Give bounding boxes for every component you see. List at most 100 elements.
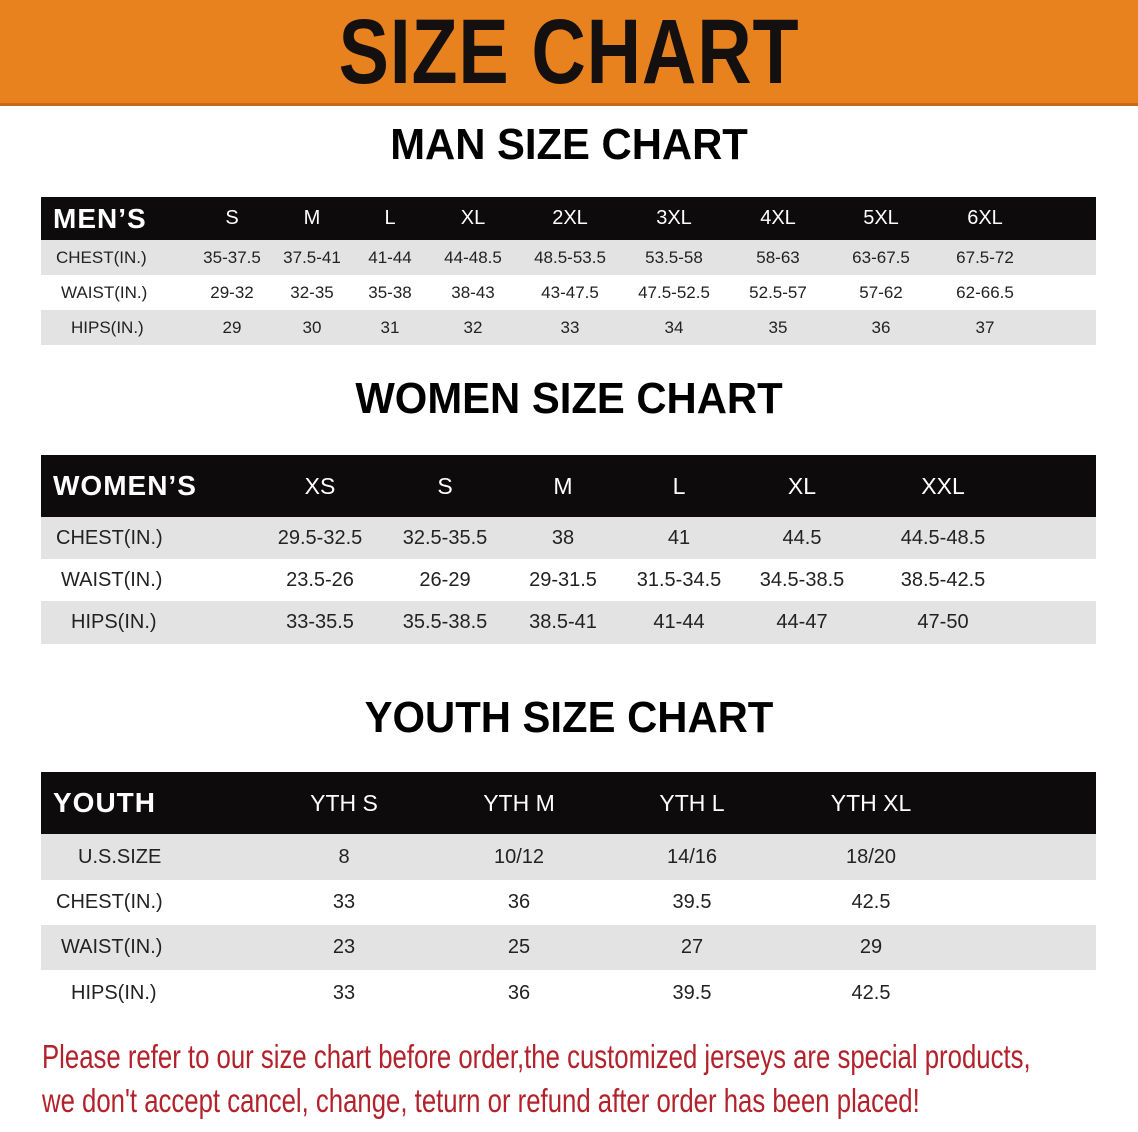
table-cell: 47-50 <box>917 611 969 633</box>
size-header-l: L <box>384 207 396 229</box>
table-cell: 42.5 <box>851 891 891 913</box>
table-row: CHEST(IN.) 29.5-32.5 32.5-35.5 38 41 44.5 44.5… <box>41 517 1096 559</box>
table-cell: 29-32 <box>210 283 254 302</box>
row-label: WAIST(IN.) <box>61 569 163 591</box>
table-cell: 38-43 <box>451 283 495 302</box>
women-header-row: WOMEN’S XS S M L XL XXL <box>41 455 1096 517</box>
table-cell: 41 <box>667 527 691 549</box>
table-cell: 48.5-53.5 <box>534 248 606 267</box>
table-row: CHEST(IN.) 35-37.5 37.5-41 41-44 44-48.5 48.5… <box>41 240 1096 275</box>
size-header-s: S <box>225 207 239 229</box>
table-row: CHEST(IN.) 33 36 39.5 42.5 <box>41 880 1096 925</box>
size-header-6xl: 6XL <box>967 207 1003 229</box>
table-cell: 35-38 <box>368 283 412 302</box>
table-cell: 67.5-72 <box>956 248 1014 267</box>
row-label: WAIST(IN.) <box>61 283 148 302</box>
size-header-5xl: 5XL <box>863 207 899 229</box>
size-header-3xl: 3XL <box>656 207 692 229</box>
row-label: CHEST(IN.) <box>56 248 147 267</box>
table-cell: 44.5-48.5 <box>900 527 986 549</box>
table-cell: 8 <box>338 846 350 868</box>
table-cell: 32 <box>463 318 483 337</box>
table-row: HIPS(IN.) 33 36 39.5 42.5 <box>41 970 1096 1016</box>
size-header-2xl: 2XL <box>552 207 588 229</box>
table-cell: 44.5 <box>782 527 822 549</box>
table-cell: 35.5-38.5 <box>402 611 488 633</box>
table-cell: 63-67.5 <box>852 248 910 267</box>
men-header-row: MEN’S S M L XL 2XL 3XL 4XL 5XL 6XL <box>41 197 1096 240</box>
table-cell: 34 <box>664 318 684 337</box>
table-cell: 29 <box>859 936 883 958</box>
table-row: HIPS(IN.) 29 30 31 32 33 34 35 36 37 <box>41 310 1096 345</box>
table-cell: 31.5-34.5 <box>636 569 722 591</box>
table-cell: 57-62 <box>859 283 903 302</box>
size-header-s: S <box>437 473 453 499</box>
size-header-yth-xl: YTH XL <box>830 790 912 816</box>
size-header-xxl: XXL <box>921 473 965 499</box>
table-cell: 14/16 <box>666 846 718 868</box>
table-cell: 38.5-42.5 <box>900 569 986 591</box>
table-cell: 62-66.5 <box>956 283 1014 302</box>
table-cell: 39.5 <box>672 982 712 1004</box>
table-row: WAIST(IN.) 29-32 32-35 35-38 38-43 43-47.5 47.… <box>41 275 1096 310</box>
row-label: CHEST(IN.) <box>56 527 163 549</box>
men-header-label: MEN’S <box>53 203 147 234</box>
table-cell: 44-47 <box>776 611 828 633</box>
men-size-table: MEN’S S M L XL 2XL 3XL 4XL 5XL 6XL CHEST(IN.) 35-37… <box>41 197 1096 345</box>
row-label: HIPS(IN.) <box>71 611 157 633</box>
table-cell: 58-63 <box>756 248 800 267</box>
table-cell: 36 <box>871 318 891 337</box>
table-cell: 31 <box>380 318 400 337</box>
men-section-title: MAN SIZE CHART <box>390 120 748 169</box>
table-cell: 38 <box>551 527 575 549</box>
table-cell: 33 <box>560 318 580 337</box>
table-cell: 37.5-41 <box>283 248 341 267</box>
row-label: HIPS(IN.) <box>71 982 157 1004</box>
notice-line-2: we don't accept cancel, change, teturn o… <box>42 1082 920 1119</box>
table-cell: 33 <box>332 891 356 913</box>
table-cell: 29.5-32.5 <box>277 527 363 549</box>
women-size-table: WOMEN’S XS S M L XL XXL CHEST(IN.) 29.5-32.5 32.5… <box>41 455 1096 644</box>
size-header-yth-s: YTH S <box>310 790 378 816</box>
youth-size-table: YOUTH YTH S YTH M YTH L YTH XL U.S.SIZE 8 10/12… <box>41 772 1096 1016</box>
table-row: HIPS(IN.) 33-35.5 35.5-38.5 38.5-41 41-44 44-… <box>41 601 1096 644</box>
size-header-m: M <box>303 207 321 229</box>
table-cell: 35 <box>768 318 788 337</box>
table-cell: 53.5-58 <box>645 248 703 267</box>
table-cell: 32.5-35.5 <box>402 527 488 549</box>
table-cell: 38.5-41 <box>529 611 597 633</box>
notice-line-1: Please refer to our size chart before or… <box>42 1038 1031 1075</box>
table-cell: 39.5 <box>672 891 712 913</box>
size-header-4xl: 4XL <box>760 207 796 229</box>
size-header-yth-l: YTH L <box>659 790 725 816</box>
youth-section-title: YOUTH SIZE CHART <box>364 693 774 742</box>
table-cell: 27 <box>680 936 704 958</box>
table-cell: 44-48.5 <box>444 248 502 267</box>
size-header-l: L <box>672 473 686 499</box>
size-header-xs: XS <box>304 473 336 499</box>
table-cell: 36 <box>507 982 531 1004</box>
size-chart-banner: SIZE CHART <box>0 0 1138 106</box>
women-header-label: WOMEN’S <box>53 470 197 501</box>
table-cell: 52.5-57 <box>749 283 807 302</box>
youth-header-row: YOUTH YTH S YTH M YTH L YTH XL <box>41 772 1096 834</box>
table-cell: 30 <box>302 318 322 337</box>
table-row: U.S.SIZE 8 10/12 14/16 18/20 <box>41 834 1096 880</box>
table-cell: 29 <box>222 318 242 337</box>
table-cell: 37 <box>975 318 995 337</box>
table-cell: 35-37.5 <box>203 248 261 267</box>
row-label: U.S.SIZE <box>78 846 162 868</box>
size-header-m: M <box>553 473 573 499</box>
table-cell: 25 <box>507 936 531 958</box>
table-row: WAIST(IN.) 23 25 27 29 <box>41 925 1096 970</box>
youth-header-label: YOUTH <box>53 787 156 818</box>
table-cell: 10/12 <box>493 846 545 868</box>
table-cell: 41-44 <box>653 611 705 633</box>
women-section-title: WOMEN SIZE CHART <box>355 374 783 423</box>
table-cell: 18/20 <box>845 846 897 868</box>
table-cell: 36 <box>507 891 531 913</box>
table-cell: 34.5-38.5 <box>759 569 845 591</box>
table-cell: 29-31.5 <box>529 569 597 591</box>
row-label: CHEST(IN.) <box>56 891 163 913</box>
table-cell: 43-47.5 <box>541 283 599 302</box>
